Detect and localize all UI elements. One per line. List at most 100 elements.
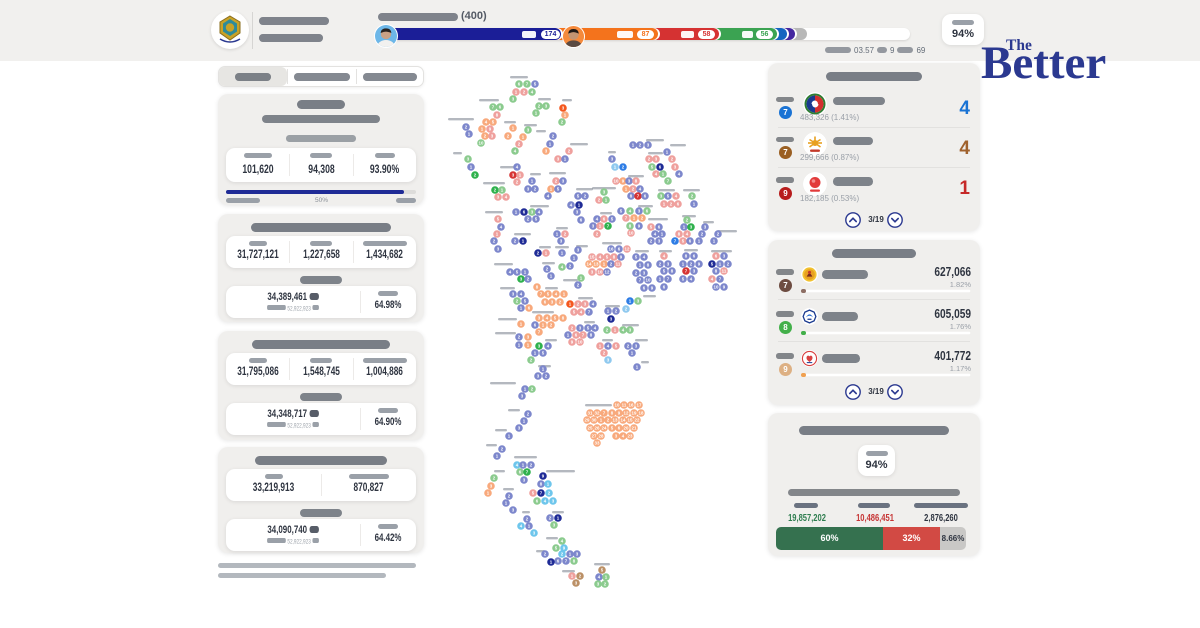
svg-text:8: 8 bbox=[611, 411, 614, 416]
svg-text:1: 1 bbox=[580, 276, 583, 281]
svg-text:10: 10 bbox=[578, 340, 583, 345]
svg-text:1: 1 bbox=[520, 322, 523, 327]
svg-text:3: 3 bbox=[579, 326, 582, 331]
svg-text:9: 9 bbox=[618, 411, 621, 416]
svg-text:2: 2 bbox=[610, 262, 613, 267]
svg-text:2: 2 bbox=[544, 552, 547, 557]
svg-text:10: 10 bbox=[629, 231, 634, 236]
svg-text:7: 7 bbox=[540, 292, 543, 297]
svg-text:1: 1 bbox=[573, 256, 576, 261]
svg-text:8: 8 bbox=[590, 333, 593, 338]
svg-text:3: 3 bbox=[628, 179, 631, 184]
svg-text:8: 8 bbox=[678, 232, 681, 237]
svg-text:5: 5 bbox=[611, 426, 614, 431]
svg-text:1: 1 bbox=[603, 262, 606, 267]
svg-text:3: 3 bbox=[643, 271, 646, 276]
svg-text:3: 3 bbox=[531, 210, 534, 215]
svg-text:2: 2 bbox=[559, 300, 562, 305]
svg-text:5: 5 bbox=[711, 262, 714, 267]
svg-text:28: 28 bbox=[599, 434, 604, 439]
svg-text:15: 15 bbox=[628, 418, 633, 423]
svg-text:4: 4 bbox=[561, 265, 564, 270]
svg-text:7: 7 bbox=[492, 105, 495, 110]
svg-text:3: 3 bbox=[607, 358, 610, 363]
svg-text:1: 1 bbox=[515, 210, 518, 215]
svg-text:8: 8 bbox=[630, 194, 633, 199]
svg-text:2: 2 bbox=[561, 552, 564, 557]
svg-text:2: 2 bbox=[552, 134, 555, 139]
svg-text:2: 2 bbox=[639, 143, 642, 148]
svg-text:3: 3 bbox=[575, 581, 578, 586]
svg-text:4: 4 bbox=[520, 292, 523, 297]
svg-text:6: 6 bbox=[618, 426, 621, 431]
svg-text:1: 1 bbox=[631, 351, 634, 356]
svg-text:1: 1 bbox=[659, 277, 662, 282]
svg-text:1: 1 bbox=[605, 575, 608, 580]
svg-text:3: 3 bbox=[591, 270, 594, 275]
svg-text:2: 2 bbox=[508, 494, 511, 499]
svg-text:5: 5 bbox=[663, 269, 666, 274]
svg-text:5: 5 bbox=[497, 217, 500, 222]
svg-text:1: 1 bbox=[625, 187, 628, 192]
svg-text:3: 3 bbox=[562, 179, 565, 184]
svg-text:1: 1 bbox=[512, 126, 515, 131]
svg-text:1: 1 bbox=[522, 135, 525, 140]
svg-text:22: 22 bbox=[635, 418, 640, 423]
svg-text:7: 7 bbox=[526, 82, 529, 87]
svg-text:1: 1 bbox=[633, 216, 636, 221]
svg-text:1: 1 bbox=[515, 90, 518, 95]
svg-text:1: 1 bbox=[563, 292, 566, 297]
svg-text:1: 1 bbox=[547, 482, 550, 487]
svg-text:3: 3 bbox=[520, 277, 523, 282]
svg-text:7: 7 bbox=[538, 330, 541, 335]
svg-text:2: 2 bbox=[494, 188, 497, 193]
svg-text:3: 3 bbox=[538, 316, 541, 321]
svg-text:9: 9 bbox=[622, 179, 625, 184]
svg-text:1: 1 bbox=[520, 306, 523, 311]
svg-text:12: 12 bbox=[624, 411, 629, 416]
svg-text:2: 2 bbox=[568, 149, 571, 154]
svg-text:2: 2 bbox=[493, 476, 496, 481]
svg-text:7: 7 bbox=[540, 491, 543, 496]
svg-text:1: 1 bbox=[549, 142, 552, 147]
svg-text:5: 5 bbox=[573, 310, 576, 315]
svg-text:10: 10 bbox=[615, 403, 620, 408]
svg-text:5: 5 bbox=[555, 546, 558, 551]
svg-text:4: 4 bbox=[622, 434, 625, 439]
svg-text:8: 8 bbox=[635, 179, 638, 184]
svg-text:4: 4 bbox=[547, 194, 550, 199]
svg-text:3: 3 bbox=[512, 173, 515, 178]
svg-text:2: 2 bbox=[627, 344, 630, 349]
svg-text:8: 8 bbox=[536, 285, 539, 290]
svg-text:1: 1 bbox=[564, 157, 567, 162]
svg-text:1: 1 bbox=[501, 188, 504, 193]
svg-text:6: 6 bbox=[580, 218, 583, 223]
svg-text:2: 2 bbox=[545, 374, 548, 379]
svg-text:1: 1 bbox=[662, 172, 665, 177]
svg-text:6: 6 bbox=[677, 202, 680, 207]
svg-text:17: 17 bbox=[637, 403, 642, 408]
svg-text:1: 1 bbox=[524, 387, 527, 392]
svg-text:2: 2 bbox=[625, 307, 628, 312]
svg-text:1: 1 bbox=[599, 224, 602, 229]
svg-text:1: 1 bbox=[569, 302, 572, 307]
svg-text:5: 5 bbox=[615, 344, 618, 349]
svg-text:3: 3 bbox=[521, 394, 524, 399]
svg-text:6: 6 bbox=[523, 210, 526, 215]
svg-text:1: 1 bbox=[614, 165, 617, 170]
svg-text:2: 2 bbox=[622, 165, 625, 170]
svg-text:26: 26 bbox=[595, 426, 600, 431]
svg-text:9: 9 bbox=[651, 286, 654, 291]
svg-text:6: 6 bbox=[646, 209, 649, 214]
svg-text:5: 5 bbox=[606, 255, 609, 260]
svg-text:1: 1 bbox=[522, 463, 525, 468]
svg-text:11: 11 bbox=[616, 262, 621, 267]
svg-text:3: 3 bbox=[584, 302, 587, 307]
svg-text:1: 1 bbox=[534, 351, 537, 356]
svg-text:2: 2 bbox=[635, 271, 638, 276]
svg-text:6: 6 bbox=[644, 194, 647, 199]
svg-text:4: 4 bbox=[607, 344, 610, 349]
svg-text:8: 8 bbox=[647, 263, 650, 268]
svg-text:7: 7 bbox=[565, 559, 568, 564]
svg-text:2: 2 bbox=[596, 232, 599, 237]
